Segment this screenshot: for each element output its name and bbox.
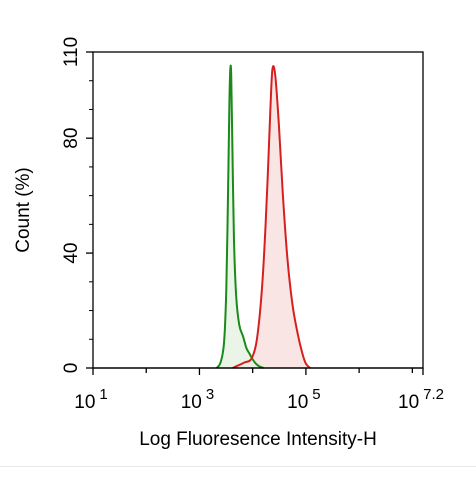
y-axis-ticks: 0 40 80 110 (61, 37, 93, 373)
x-tick-label: 10 3 (181, 386, 214, 413)
x-tick-label: 10 1 (74, 386, 107, 413)
y-tick-label: 40 (61, 243, 82, 264)
x-axis-ticks: 10 1 10 3 10 5 10 7.2 (74, 368, 444, 413)
y-tick-label: 0 (61, 363, 82, 374)
series-1-fill (216, 65, 264, 369)
series-lines (93, 64, 423, 369)
series-1-line (215, 64, 264, 369)
y-tick-label: 80 (61, 128, 82, 149)
y-tick-label: 110 (61, 37, 82, 67)
y-axis-label: Count (%) (13, 167, 34, 253)
x-tick-label: 10 5 (287, 386, 320, 413)
x-tick-label: 10 7.2 (398, 386, 444, 413)
x-axis-label: Log Fluoresence Intensity-H (139, 429, 377, 450)
series-2-line (232, 65, 311, 369)
series-2-fill (232, 66, 311, 368)
bottom-divider (0, 466, 476, 467)
plot-frame (92, 51, 424, 369)
